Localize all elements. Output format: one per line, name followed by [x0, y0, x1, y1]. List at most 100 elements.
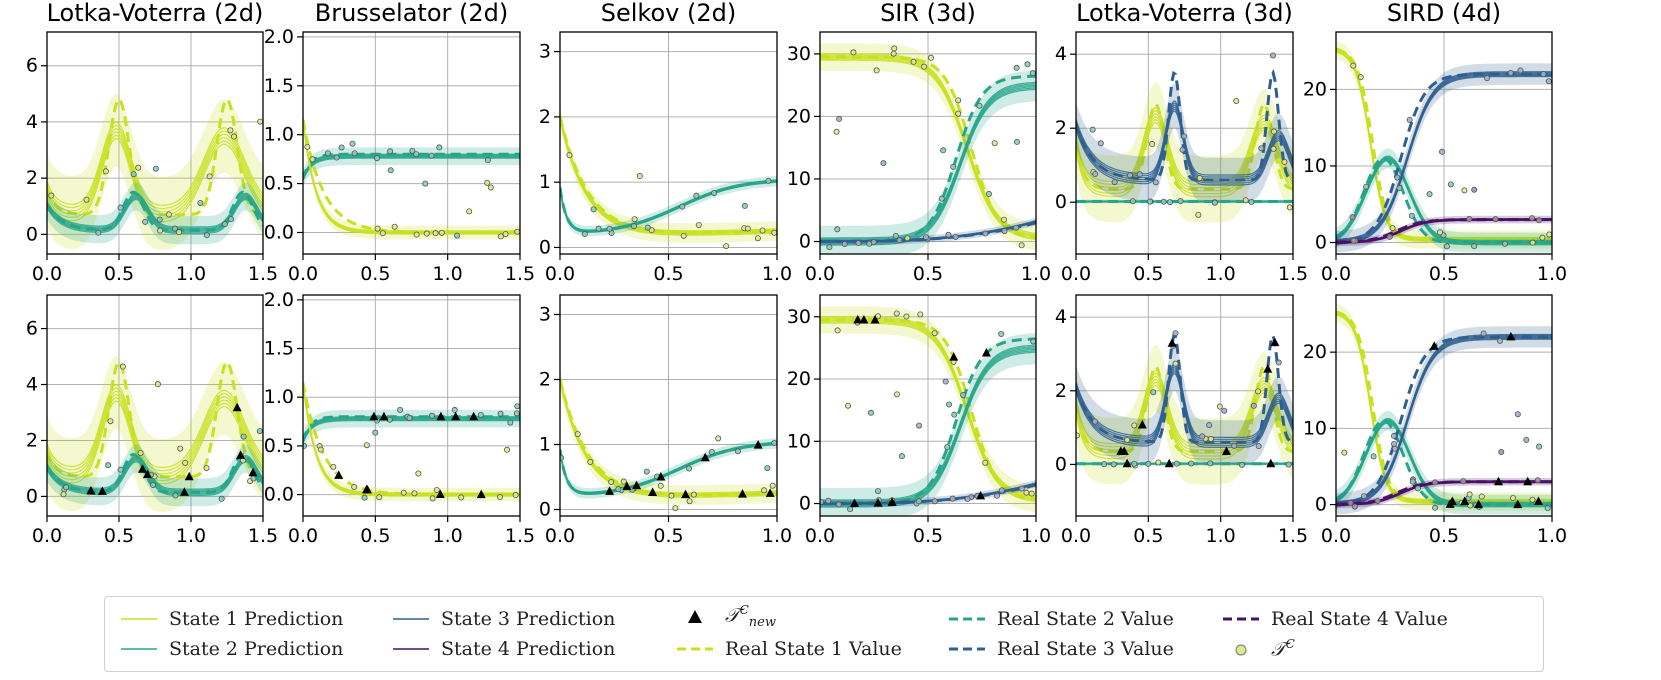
x-tick-label: 0.5 — [913, 525, 943, 547]
context-point — [497, 233, 504, 240]
state2-prediction-line — [820, 88, 1036, 246]
context-point — [513, 410, 520, 417]
context-point — [137, 450, 144, 457]
legend: State 1 Prediction State 2 Prediction St… — [104, 596, 1544, 672]
legend-label: State 2 Prediction — [169, 638, 344, 660]
context-point — [142, 218, 149, 225]
context-point — [514, 403, 520, 410]
x-tick-label: 1.0 — [1021, 525, 1051, 547]
new-target-triangle — [1263, 364, 1273, 373]
context-point — [820, 498, 825, 505]
context-point — [1111, 179, 1118, 186]
new-target-triangle — [435, 489, 445, 498]
context-point — [991, 140, 998, 147]
y-tick-label: 20 — [1303, 78, 1327, 100]
new-target-triangle — [1270, 337, 1280, 347]
context-point — [680, 232, 687, 239]
context-point — [361, 494, 368, 501]
x-tick-label: 1.5 — [505, 525, 535, 547]
context-point — [1471, 243, 1478, 250]
new-target-triangle — [632, 480, 642, 490]
x-tick-label: 1.5 — [248, 263, 278, 285]
context-point — [1386, 233, 1393, 240]
context-point — [154, 381, 161, 388]
context-point — [1101, 461, 1108, 468]
context-point — [250, 475, 257, 482]
state3-prediction-line — [1336, 75, 1552, 244]
state1-prediction-line — [47, 131, 263, 216]
legend-state4-prediction: State 4 Prediction — [391, 637, 615, 661]
context-point — [891, 45, 898, 52]
y-tick-label: 1 — [539, 171, 551, 193]
new-target-triangle — [97, 486, 107, 495]
context-point — [1357, 74, 1364, 81]
x-tick-label: 0.5 — [360, 263, 390, 285]
x-tick-label: 0.5 — [1429, 263, 1459, 285]
context-point — [695, 221, 702, 228]
context-point — [1199, 433, 1206, 440]
new-target-triangle — [656, 472, 666, 481]
context-point — [855, 240, 862, 247]
context-point — [1544, 505, 1551, 512]
y-tick-label: 30 — [787, 43, 811, 65]
context-point — [892, 232, 899, 239]
state1-prediction-swatch — [121, 618, 157, 620]
context-point — [415, 470, 422, 477]
context-point — [1030, 338, 1036, 345]
context-point — [1013, 138, 1020, 145]
context-point — [1534, 477, 1541, 484]
context-point — [761, 487, 768, 494]
context-point — [903, 313, 910, 320]
context-point — [1540, 71, 1547, 78]
context-point — [942, 378, 949, 385]
new-target-triangle — [887, 497, 897, 506]
state3-uncertainty-band — [820, 217, 1036, 246]
context-point — [771, 229, 777, 236]
context-point — [715, 435, 722, 442]
context-point — [1536, 443, 1543, 450]
context-point — [896, 237, 903, 244]
context-point — [176, 229, 183, 236]
state2-real-value-line — [560, 179, 777, 233]
context-point — [1023, 489, 1030, 496]
state1-real-value-line — [820, 55, 1036, 239]
context-point — [60, 491, 67, 498]
context-point — [484, 157, 491, 164]
new-target-triangle — [873, 498, 883, 507]
context-point — [1471, 186, 1478, 193]
context-point — [606, 225, 613, 232]
context-point — [497, 410, 504, 417]
state3-prediction-line — [1076, 363, 1293, 438]
context-point — [1461, 187, 1468, 194]
chart-panel: 0.0 0.5 1.0 1.5 0 2 4 Lotka-Voterra (3d) — [1055, 0, 1308, 285]
context-point — [228, 216, 235, 223]
state1-prediction-line — [820, 317, 1036, 498]
x-tick-label: 1.0 — [433, 525, 463, 547]
x-tick-label: 0.5 — [1133, 525, 1163, 547]
context-point — [422, 180, 429, 187]
context-point — [117, 204, 124, 211]
x-tick-label: 0.0 — [32, 525, 62, 547]
y-tick-label: 0 — [799, 493, 811, 515]
plot-area — [560, 369, 777, 512]
new-target-triangle — [1164, 458, 1174, 468]
new-target-triangle — [1447, 496, 1457, 506]
context-point — [1480, 330, 1487, 337]
new-target-triangle — [765, 488, 775, 497]
context-point — [135, 164, 142, 171]
context-point — [512, 492, 519, 499]
context-point — [484, 179, 491, 186]
x-tick-label: 0.0 — [1321, 525, 1351, 547]
state1-prediction-line — [47, 128, 263, 213]
chart-panel: 0.0 0.5 1.0 0 1 2 3 — [539, 294, 792, 547]
state1-prediction-line — [820, 54, 1036, 236]
state1-prediction-line — [47, 387, 263, 472]
context-point — [1514, 411, 1521, 418]
plot-area — [1076, 330, 1293, 485]
new-target-triangle — [870, 315, 880, 324]
context-point — [833, 128, 840, 135]
new-target-triangle — [681, 489, 691, 499]
context-point — [203, 232, 210, 239]
context-point — [1270, 145, 1277, 152]
panel-title: Brusselator (2d) — [315, 0, 509, 27]
